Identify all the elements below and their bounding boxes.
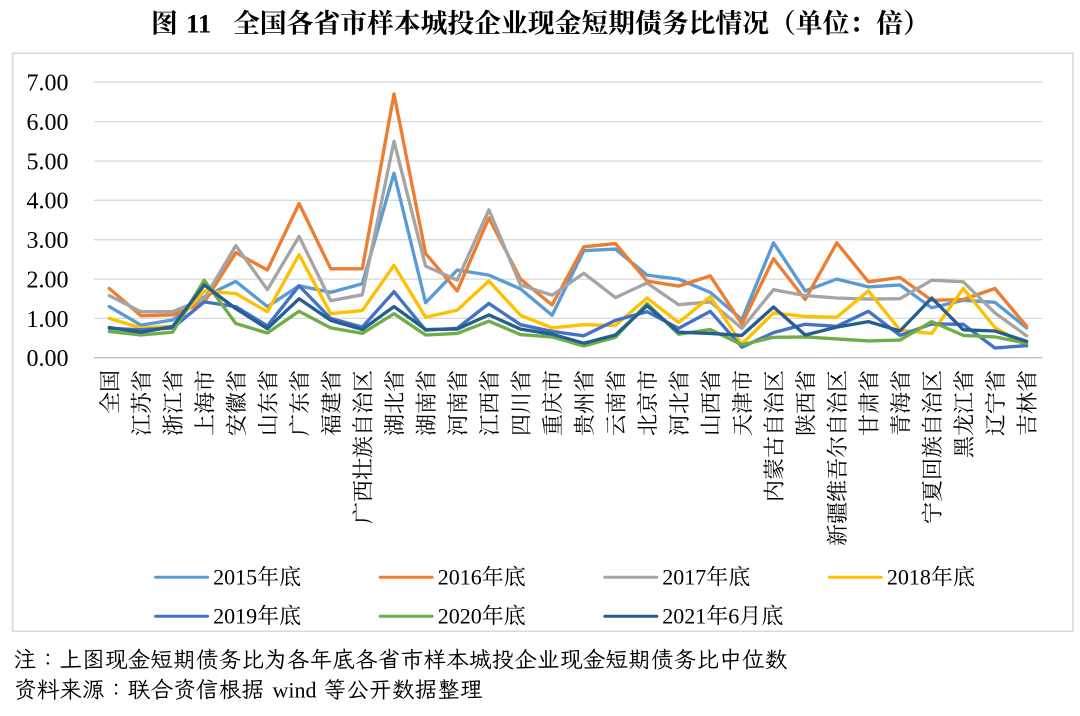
svg-text:4.00: 4.00 (27, 189, 69, 215)
svg-text:1.00: 1.00 (27, 307, 69, 333)
svg-text:2019: 2019 (213, 603, 257, 628)
svg-text:2021: 2021 (662, 603, 706, 628)
svg-text:2.00: 2.00 (27, 268, 69, 294)
svg-text:5.00: 5.00 (27, 149, 69, 175)
svg-text:2020: 2020 (438, 603, 482, 628)
svg-text:2015: 2015 (213, 565, 257, 590)
svg-text:7.00: 7.00 (27, 71, 69, 97)
svg-text:6: 6 (728, 603, 739, 628)
svg-text:6.00: 6.00 (27, 110, 69, 136)
svg-text:2016: 2016 (438, 565, 482, 590)
svg-text:0.00: 0.00 (27, 346, 69, 372)
svg-text:3.00: 3.00 (27, 228, 69, 254)
svg-text:wind: wind (273, 677, 317, 702)
svg-text:2018: 2018 (887, 565, 931, 590)
svg-text:11: 11 (186, 9, 211, 39)
svg-text:2017: 2017 (662, 565, 706, 590)
